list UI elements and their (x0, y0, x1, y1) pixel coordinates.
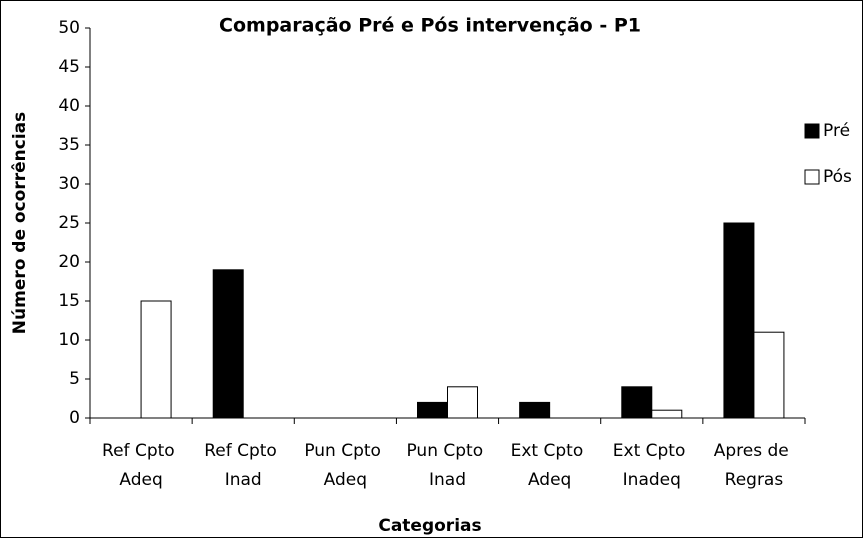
y-tick-label: 50 (58, 18, 80, 38)
y-tick-label: 10 (58, 330, 80, 350)
legend-label: Pós (823, 167, 852, 187)
chart-title: Comparação Pré e Pós intervenção - P1 (219, 15, 641, 37)
x-tick-label: Ref Cpto Adeq (102, 441, 180, 490)
x-tick-label: Ext Cpto Inadeq (613, 441, 691, 490)
y-axis-label: Número de ocorrências (10, 112, 30, 335)
y-tick-label: 30 (58, 174, 80, 194)
bar (140, 300, 172, 419)
bar (621, 386, 653, 419)
y-tick-label: 0 (69, 408, 80, 428)
bar (212, 269, 244, 419)
y-tick-label: 35 (58, 135, 80, 155)
y-tick-label: 25 (58, 213, 80, 233)
bar (723, 222, 755, 419)
y-tick-label: 45 (58, 57, 80, 77)
y-tick-label: 20 (58, 252, 80, 272)
x-tick-label: Ext Cpto Adeq (511, 441, 589, 490)
x-axis-label: Categorias (378, 516, 481, 536)
x-tick-label: Pun Cpto Inad (406, 441, 488, 490)
y-tick-label: 40 (58, 96, 80, 116)
bar (651, 409, 683, 419)
bar (519, 401, 551, 419)
x-tick-label: Ref Cpto Inad (204, 441, 282, 490)
bar (447, 386, 478, 419)
bar (417, 401, 448, 419)
bar (753, 331, 785, 419)
y-tick-label: 15 (58, 291, 80, 311)
legend-swatch (804, 169, 820, 185)
legend-label: Pré (823, 121, 850, 141)
x-tick-label: Pun Cpto Adeq (304, 441, 386, 490)
x-tick-label: Apres de Regras (714, 441, 794, 490)
legend-swatch (804, 123, 820, 139)
y-tick-label: 5 (69, 369, 80, 389)
